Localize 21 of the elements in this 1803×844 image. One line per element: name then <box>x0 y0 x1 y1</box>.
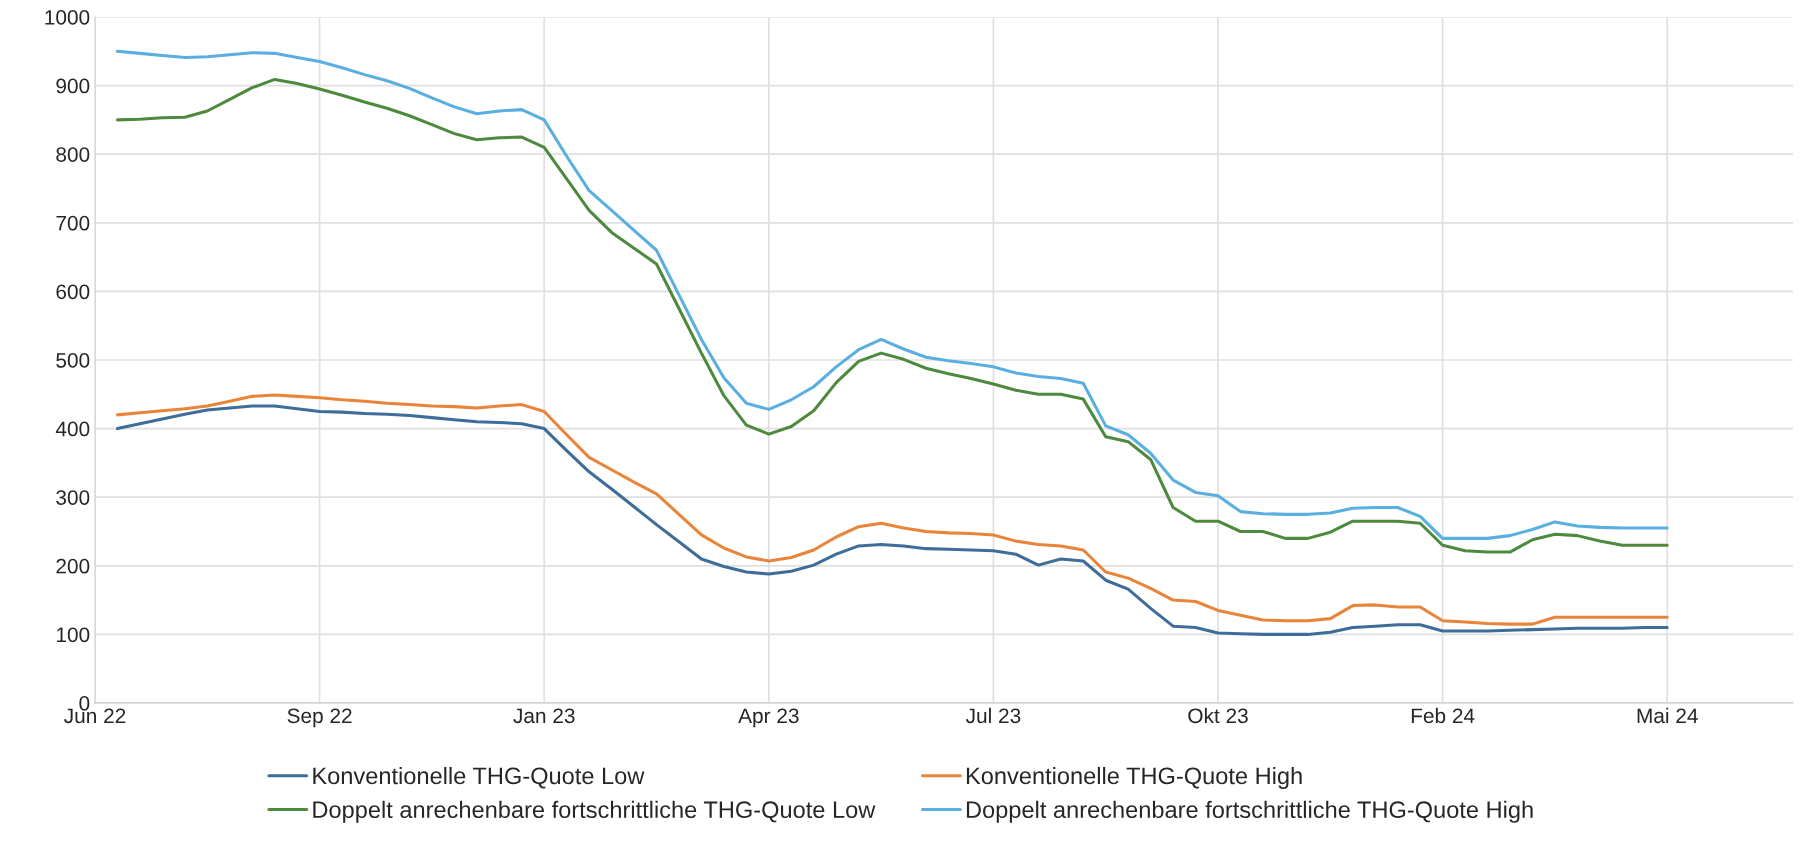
y-tick-label: 600 <box>56 284 90 300</box>
y-tick-label: 900 <box>56 78 90 94</box>
x-tick-label: Apr 23 <box>738 708 799 728</box>
y-tick-label: 300 <box>56 490 90 505</box>
legend-label: Doppelt anrechenbare fortschrittliche THG-Quote High <box>966 800 1533 823</box>
x-tick-label: Okt 23 <box>1188 707 1248 724</box>
x-tick-label: Mai 24 <box>1637 707 1698 724</box>
y-tick-label: 800 <box>56 147 90 162</box>
y-tick-label: 100 <box>56 627 90 643</box>
y-tick-label: 200 <box>56 558 90 574</box>
x-tick-label: Sep 22 <box>287 708 352 728</box>
y-tick-label: 400 <box>55 421 90 437</box>
x-tick-label: Jan 23 <box>513 708 575 724</box>
y-tick-label: 1000 <box>45 10 90 25</box>
legend-label: Konventionelle THG-Quote High <box>966 766 1302 789</box>
legend-label: Konventionelle THG-Quote Low <box>313 766 645 789</box>
x-tick-label: Jul 23 <box>965 707 1021 724</box>
x-tick-label: Feb 24 <box>1411 707 1475 724</box>
legend-label: Doppelt anrechenbare fortschrittliche THG-Quote Low <box>313 800 876 823</box>
y-tick-label: 500 <box>56 353 90 368</box>
y-tick-label: 700 <box>56 215 90 231</box>
